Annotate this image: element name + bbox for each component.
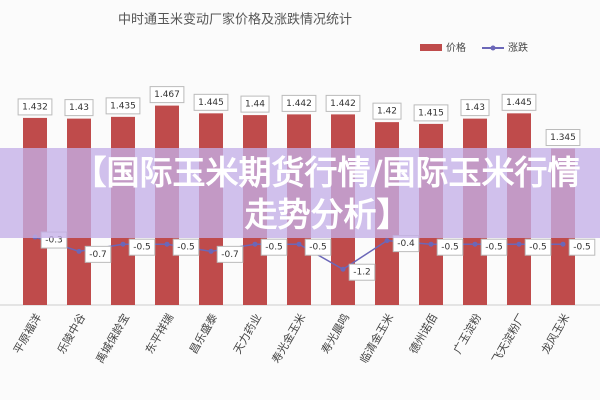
legend-label: 涨跌: [508, 41, 528, 54]
data-label: 1.44: [245, 100, 265, 110]
legend-label: 价格: [446, 41, 466, 54]
chart-title: 中时通玉米变动厂家价格及涨跌情况统计: [118, 12, 352, 28]
data-label: 1.43: [465, 103, 485, 113]
data-label: -0.7: [221, 250, 239, 260]
data-label-box: [281, 94, 317, 112]
legend-swatch: [420, 44, 442, 51]
data-label: -0.5: [133, 243, 151, 253]
line-point: [428, 241, 434, 247]
data-label-box: [172, 238, 200, 256]
data-label-box: [436, 238, 464, 256]
data-label-box: [545, 129, 581, 147]
data-label-box: [304, 238, 332, 256]
line-point: [384, 238, 390, 244]
line-point: [516, 241, 522, 247]
data-label: -0.5: [485, 243, 503, 253]
data-label: 1.445: [506, 98, 532, 108]
data-label: 1.442: [330, 99, 356, 109]
data-label-box: [193, 93, 229, 111]
data-label-box: [64, 99, 94, 117]
line-point: [472, 241, 478, 247]
data-label: 1.42: [377, 107, 397, 117]
line-point: [252, 241, 258, 247]
data-label: -0.7: [89, 250, 107, 260]
banner-band: [0, 148, 600, 238]
data-label-box: [501, 93, 537, 111]
line-point: [296, 241, 302, 247]
data-label-box: [413, 104, 449, 122]
data-label-box: [84, 245, 112, 263]
data-label-box: [105, 97, 141, 115]
data-label-box: [216, 245, 244, 263]
data-label: -0.5: [441, 243, 459, 253]
legend-dot: [490, 45, 496, 51]
data-label: -0.5: [265, 243, 283, 253]
data-label-box: [480, 238, 508, 256]
banner-text: 【国际玉米期货行情/国际玉米行情走势分析】: [73, 153, 581, 234]
data-label: -0.5: [529, 243, 547, 253]
data-label-box: [348, 263, 376, 281]
data-label-box: [325, 94, 361, 112]
data-label: -0.5: [177, 243, 195, 253]
data-label: -0.5: [309, 243, 327, 253]
data-label-box: [372, 102, 402, 120]
data-label-box: [149, 86, 185, 104]
data-label-box: [260, 238, 288, 256]
data-label-box: [17, 98, 53, 116]
data-label: -1.2: [353, 268, 371, 278]
data-label: 1.442: [286, 99, 312, 109]
data-label-box: [524, 238, 552, 256]
data-label: 1.435: [110, 101, 136, 111]
data-label-box: [568, 238, 596, 256]
line-point: [164, 241, 170, 247]
data-label: -0.3: [45, 236, 63, 246]
data-label: 1.415: [418, 108, 444, 118]
data-label: 1.467: [154, 90, 180, 100]
data-label-box: [460, 99, 490, 117]
data-label: 1.345: [550, 133, 576, 143]
data-label: -0.4: [397, 239, 415, 249]
data-label: 1.43: [69, 103, 89, 113]
line-point: [76, 248, 82, 254]
data-label: 1.445: [198, 98, 224, 108]
line-point: [120, 241, 126, 247]
data-label: -0.5: [573, 243, 591, 253]
line-point: [560, 241, 566, 247]
data-label: 1.432: [22, 102, 48, 112]
data-label-box: [240, 95, 270, 113]
line-point: [340, 266, 346, 272]
line-point: [208, 248, 214, 254]
data-label-box: [128, 238, 156, 256]
